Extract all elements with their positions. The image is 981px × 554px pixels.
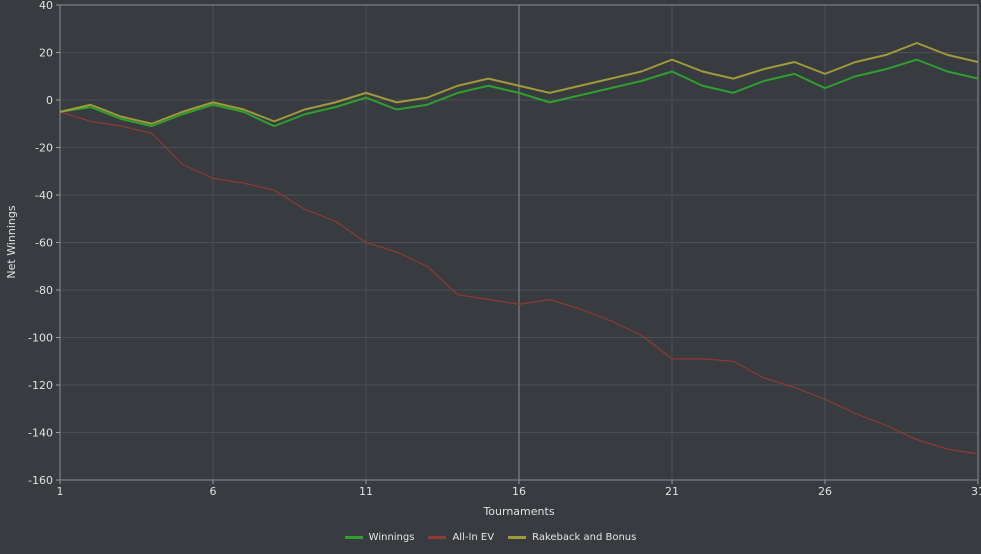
legend-label-allin-ev: All-In EV xyxy=(452,532,495,543)
x-tick-label: 21 xyxy=(665,485,679,498)
legend-item-allin-ev: All-In EV xyxy=(428,532,494,543)
legend: Winnings All-In EV Rakeback and Bonus xyxy=(0,532,981,543)
x-tick-label: 26 xyxy=(818,485,832,498)
plot-border xyxy=(59,4,979,481)
y-tick-label: -60 xyxy=(35,237,53,250)
x-tick-label: 31 xyxy=(971,485,981,498)
y-tick-label: -20 xyxy=(35,142,53,155)
x-tick-label: 6 xyxy=(210,485,217,498)
series-line-winnings xyxy=(59,58,979,128)
series-line-rakeback-and-bonus xyxy=(59,42,979,125)
legend-label-winnings: Winnings xyxy=(368,532,415,543)
legend-label-rakeback: Rakeback and Bonus xyxy=(532,532,637,543)
legend-swatch-rakeback xyxy=(508,536,527,539)
grid xyxy=(59,4,979,481)
y-tick-label: -160 xyxy=(28,474,53,487)
y-tick-label: -80 xyxy=(35,284,53,297)
x-tick-label: 11 xyxy=(359,485,373,498)
x-tick-label: 16 xyxy=(512,485,526,498)
y-tick-label: 40 xyxy=(39,0,53,12)
y-tick-label: -100 xyxy=(28,332,53,345)
y-tick-label: -140 xyxy=(28,427,53,440)
series-lines xyxy=(59,42,979,455)
y-axis-label: Net Winnings xyxy=(5,205,18,278)
y-tick-label: 20 xyxy=(39,47,53,60)
legend-item-rakeback: Rakeback and Bonus xyxy=(508,532,636,543)
x-tick-label: 1 xyxy=(57,485,64,498)
x-axis-label: Tournaments xyxy=(482,505,554,518)
y-tick-label: -120 xyxy=(28,379,53,392)
y-tick-label: -40 xyxy=(35,189,53,202)
series-line-all-in-ev xyxy=(59,111,979,455)
legend-item-winnings: Winnings xyxy=(344,532,415,543)
y-tick-label: 0 xyxy=(46,94,53,107)
legend-swatch-allin-ev xyxy=(428,536,447,539)
legend-swatch-winnings xyxy=(344,536,363,539)
